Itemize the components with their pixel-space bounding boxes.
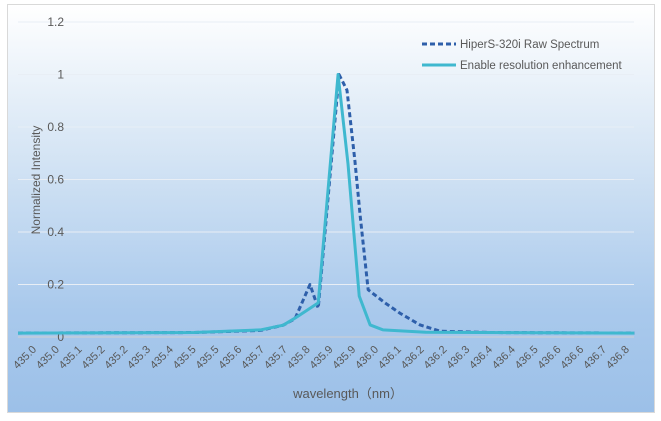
x-tick-label: 435.6 — [216, 344, 244, 372]
x-tick-label: 435.9 — [330, 344, 358, 372]
x-tick-label: 435.5 — [194, 344, 222, 372]
y-tick-label: 0.4 — [47, 225, 64, 239]
x-tick-label: 435.2 — [80, 344, 108, 372]
y-tick-label: 0.6 — [47, 173, 64, 187]
y-tick-label: 1.2 — [47, 15, 64, 29]
x-tick-label: 435.1 — [57, 344, 85, 372]
x-tick-label: 435.9 — [308, 344, 336, 372]
x-tick-label: 436.8 — [604, 344, 632, 372]
series-resolution-enhanced — [17, 73, 635, 335]
x-tick-label: 435.0 — [34, 344, 62, 372]
x-tick-label: 435.0 — [11, 344, 39, 372]
x-tick-label: 436.6 — [536, 344, 564, 372]
y-tick-label: 0.2 — [47, 278, 64, 292]
x-tick-label: 436.0 — [353, 344, 381, 372]
legend: HiperS-320i Raw Spectrum Enable resoluti… — [422, 39, 623, 72]
x-tick-label: 435.3 — [125, 344, 153, 372]
chart-frame — [7, 4, 655, 413]
x-tick-label: 436.4 — [490, 344, 518, 372]
x-tick-label: 435.4 — [148, 344, 176, 372]
x-tick-label: 435.7 — [239, 344, 267, 372]
x-tick-label: 436.2 — [399, 344, 427, 372]
x-tick-label: 435.8 — [285, 344, 313, 372]
legend-label-enhanced: Enable resolution enhancement — [460, 60, 623, 72]
y-tick-label: 0.8 — [47, 120, 64, 134]
x-tick-label: 436.2 — [422, 344, 450, 372]
x-tick-label: 436.7 — [581, 344, 609, 372]
x-tick-label: 435.5 — [171, 344, 199, 372]
x-axis-label: wavelength（nm） — [292, 386, 403, 401]
y-tick-label: 1 — [57, 68, 64, 82]
legend-label-raw: HiperS-320i Raw Spectrum — [460, 39, 599, 51]
y-tick-label: 0 — [57, 330, 64, 344]
series-raw-spectrum — [17, 73, 635, 335]
x-tick-label: 435.2 — [102, 344, 130, 372]
x-tick-label: 436.1 — [376, 344, 404, 372]
y-axis-label: Normalized Intensity — [29, 126, 43, 235]
x-tick-label: 435.7 — [262, 344, 290, 372]
x-tick-label: 436.6 — [558, 344, 586, 372]
x-tick-label: 436.3 — [444, 344, 472, 372]
x-tick-label: 436.4 — [467, 344, 495, 372]
x-tick-label: 436.5 — [513, 344, 541, 372]
